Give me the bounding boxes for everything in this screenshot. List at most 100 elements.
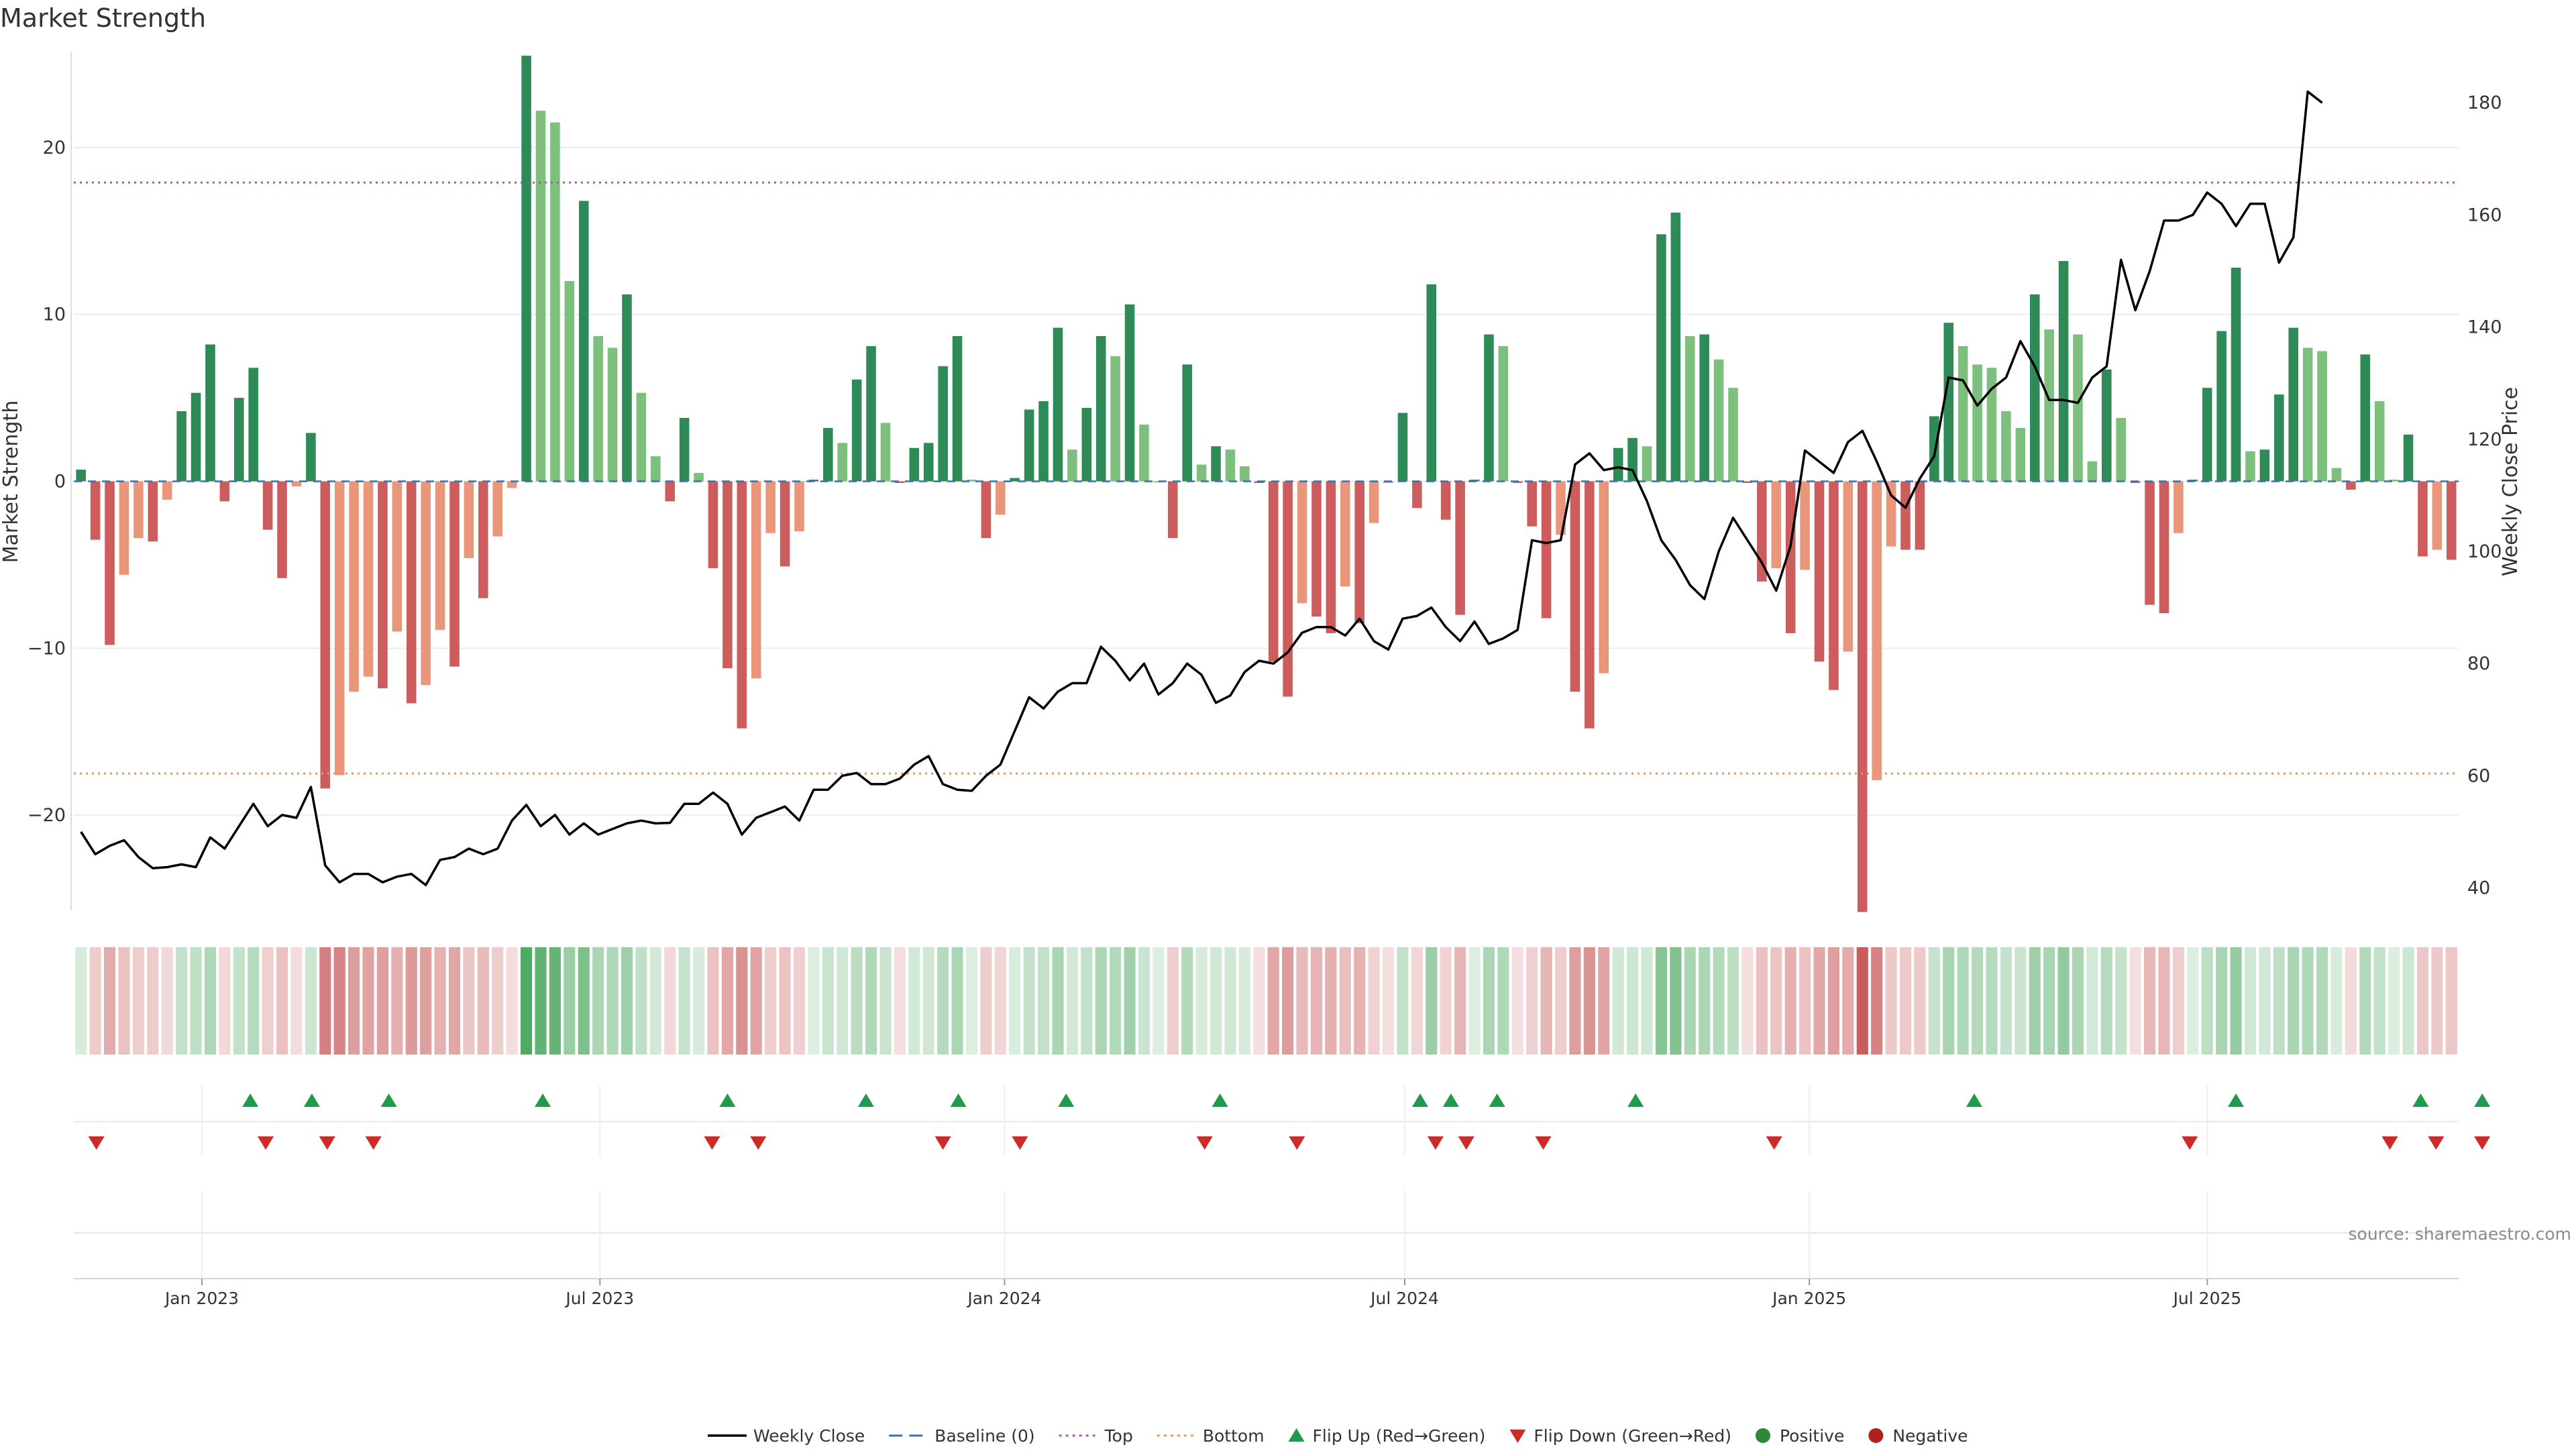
heatmap-cell <box>1986 947 1998 1055</box>
strength-bar <box>851 379 862 482</box>
heatmap-cell <box>994 947 1006 1055</box>
strength-bar <box>708 481 718 568</box>
heatmap-cell <box>89 947 101 1055</box>
flip-up-marker <box>1411 1093 1428 1107</box>
heatmap-cell <box>908 947 920 1055</box>
heatmap-cell <box>1871 947 1883 1055</box>
heatmap-cell <box>2057 947 2070 1055</box>
heatmap-cell <box>2201 947 2213 1055</box>
strength-bar <box>1785 481 1796 633</box>
heatmap-cell <box>1468 947 1481 1055</box>
heatmap-cell <box>2330 947 2343 1055</box>
flip-up-marker <box>2412 1093 2429 1107</box>
heatmap-cell <box>1267 947 1279 1055</box>
strength-bar <box>1455 481 1465 615</box>
strength-bar <box>133 481 144 539</box>
strength-bar <box>938 366 948 482</box>
strength-bar <box>2331 468 2342 482</box>
strength-bar <box>2202 388 2212 482</box>
heatmap-cell <box>1152 947 1165 1055</box>
strength-bar <box>2087 461 2098 482</box>
strength-bar <box>1426 284 1437 482</box>
flip-down-marker <box>2182 1136 2198 1150</box>
heatmap-cell <box>1554 947 1567 1055</box>
heatmap-cell <box>2187 947 2199 1055</box>
strength-bar <box>866 345 876 482</box>
flip-down-marker <box>934 1136 951 1150</box>
strength-bar <box>1872 481 1882 780</box>
heatmap-cell <box>1943 947 1955 1055</box>
strength-bar <box>1929 416 1939 482</box>
heatmap-cell <box>578 947 590 1055</box>
heatmap-cell <box>1009 947 1021 1055</box>
strength-bar <box>1713 359 1724 482</box>
heatmap-cell <box>1827 947 1839 1055</box>
heatmap-cell <box>521 947 533 1055</box>
flip-up-marker <box>1212 1093 1228 1107</box>
heatmap-cell <box>2100 947 2112 1055</box>
strength-bar <box>521 55 531 482</box>
heatmap-cell <box>1612 947 1624 1055</box>
heatmap-cell <box>2402 947 2414 1055</box>
heatmap-cell <box>463 947 475 1055</box>
heatmap-cell <box>248 947 260 1055</box>
strength-bar <box>722 481 733 669</box>
legend-label: Baseline (0) <box>934 1426 1034 1446</box>
flip-down-marker <box>1012 1136 1028 1150</box>
strength-bar <box>550 122 560 482</box>
x-tick-label: Jan 2024 <box>966 1289 1041 1308</box>
heatmap-cell <box>793 947 806 1055</box>
heatmap-cell <box>606 947 619 1055</box>
heatmap-cell <box>1799 947 1811 1055</box>
heatmap-cell <box>2086 947 2098 1055</box>
flip-down-marker <box>1196 1136 1213 1150</box>
strength-bar <box>535 111 546 482</box>
strength-bar <box>1886 481 1896 547</box>
strength-bar <box>148 481 158 542</box>
y-right-tick-label: 180 <box>2467 93 2502 113</box>
heatmap-cell <box>1756 947 1768 1055</box>
flip-down-marker <box>258 1136 274 1150</box>
strength-bar <box>1268 481 1279 662</box>
strength-bar <box>2102 369 2112 482</box>
heatmap-cell <box>678 947 690 1055</box>
strength-bar <box>2159 481 2169 614</box>
weekly-close-line <box>80 90 2323 887</box>
heatmap-cell <box>405 947 417 1055</box>
strength-bar <box>2288 327 2299 482</box>
heatmap-cell <box>2302 947 2314 1055</box>
heatmap-cell <box>276 947 288 1055</box>
strength-bar <box>90 481 101 540</box>
heatmap-cell <box>1167 947 1179 1055</box>
strength-bar <box>277 481 287 578</box>
heatmap-cell <box>837 947 849 1055</box>
y-left-tick-label: −10 <box>28 638 66 659</box>
heatmap-cell <box>1426 947 1438 1055</box>
heatmap-cell <box>1511 947 1523 1055</box>
heatmap-cell <box>1296 947 1308 1055</box>
flip-up-marker <box>380 1093 397 1107</box>
flip-down-marker <box>750 1136 767 1150</box>
strength-bar <box>780 481 790 567</box>
heatmap-cell <box>2000 947 2012 1055</box>
heatmap-cell <box>448 947 461 1055</box>
heatmap-cell <box>219 947 231 1055</box>
flip-up-marker <box>1442 1093 1459 1107</box>
strength-bar <box>1498 345 1509 482</box>
strength-bar <box>578 201 589 482</box>
strength-bar <box>952 336 963 482</box>
flip-down-marker <box>365 1136 382 1150</box>
heatmap-cell <box>348 947 360 1055</box>
heatmap-cell <box>1124 947 1136 1055</box>
legend-label: Bottom <box>1203 1426 1265 1446</box>
heatmap-cell <box>721 947 733 1055</box>
strength-bar <box>981 481 991 539</box>
heatmap-cell <box>1856 947 1868 1055</box>
heatmap-cell <box>1957 947 1969 1055</box>
y-right-tick-label: 120 <box>2467 429 2502 450</box>
strength-heatmap <box>75 947 2457 1055</box>
heatmap-cell <box>2015 947 2027 1055</box>
heatmap-cell <box>2259 947 2271 1055</box>
heatmap-cell <box>1310 947 1323 1055</box>
strength-bar <box>765 481 775 533</box>
